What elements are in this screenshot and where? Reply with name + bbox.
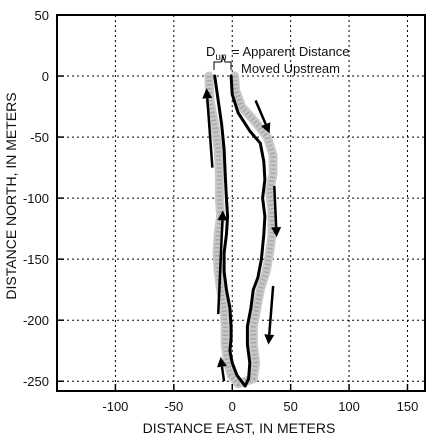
flow-arrow-shaft	[216, 220, 224, 315]
flow-arrow-head	[217, 356, 227, 368]
flow-arrow-head	[261, 122, 271, 134]
plot-frame	[56, 14, 426, 392]
annotation-symbol-d: D	[206, 44, 215, 59]
y-axis-title: DISTANCE NORTH, IN METERS	[3, 92, 19, 299]
x-axis-title: DISTANCE EAST, IN METERS	[143, 420, 336, 436]
annotation-line-2: Moved Upstream	[241, 61, 340, 76]
series-layer	[204, 71, 278, 389]
annotation: Dup = Apparent Distance Moved Upstream	[206, 44, 349, 76]
tick-layer: -100 -50 0 50 100 150 50 0 -50 -100 -150 -200 -250	[23, 8, 418, 414]
x-tick-label: 50	[283, 399, 297, 414]
flow-arrow-shaft	[220, 366, 226, 382]
series-gray-texture	[206, 75, 276, 387]
annotation-line-1: = Apparent Distance	[232, 44, 349, 59]
x-tick-label: 100	[338, 399, 360, 414]
flow-arrow-shaft	[273, 185, 278, 228]
flow-arrow-head	[271, 226, 282, 238]
x-tick-label: -100	[102, 399, 128, 414]
y-tick-label: 0	[42, 69, 49, 84]
arrow-layer	[202, 88, 282, 382]
annotation-brace	[213, 54, 232, 70]
y-tick-label: -100	[23, 191, 49, 206]
x-tick-label: -50	[164, 399, 183, 414]
annotation-symbol: Dup	[206, 44, 227, 63]
y-tick-label: -200	[23, 313, 49, 328]
flow-arrow-shaft	[206, 98, 214, 168]
annotation-symbol-sub: up	[215, 52, 227, 63]
y-tick-label: 50	[35, 8, 49, 23]
x-tick-label: 0	[229, 399, 236, 414]
flow-arrow-head	[217, 210, 228, 221]
flow-arrow-shaft	[268, 285, 275, 335]
series-black-line	[213, 74, 267, 388]
x-tick-label: 150	[397, 399, 419, 414]
grid-layer	[57, 14, 425, 391]
flow-arrow-head	[264, 334, 275, 345]
y-tick-label: -250	[23, 374, 49, 389]
flow-arrow-head	[202, 88, 213, 99]
flow-arrow-shaft	[254, 99, 267, 125]
y-tick-label: -150	[23, 252, 49, 267]
y-tick-label: -50	[30, 130, 49, 145]
